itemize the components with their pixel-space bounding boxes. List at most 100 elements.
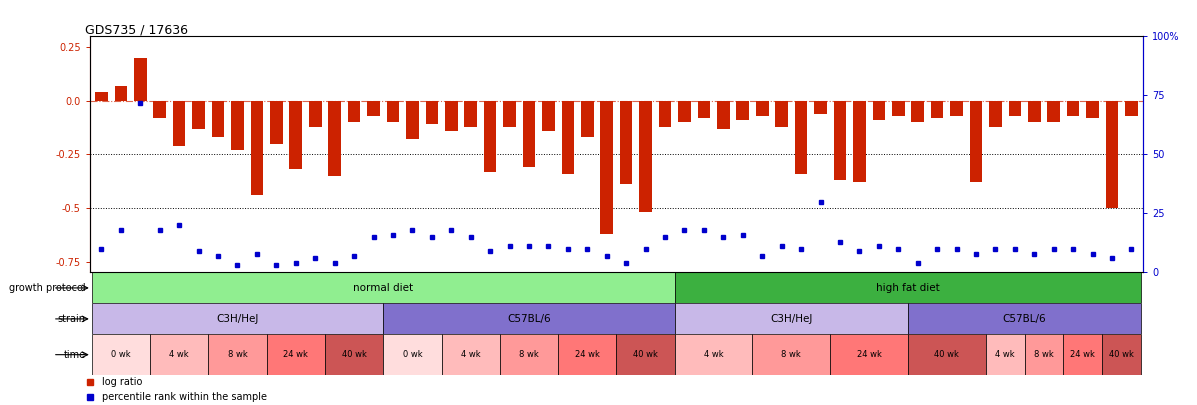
- Bar: [387, 101, 400, 122]
- Bar: [795, 101, 808, 174]
- Bar: [309, 101, 322, 126]
- Bar: [581, 101, 594, 137]
- Text: 8 wk: 8 wk: [782, 350, 801, 359]
- Bar: [873, 101, 885, 120]
- Text: C3H/HeJ: C3H/HeJ: [770, 314, 813, 324]
- Bar: [231, 101, 244, 150]
- Bar: [271, 101, 282, 144]
- Bar: [658, 101, 672, 126]
- Bar: [1087, 101, 1099, 118]
- Bar: [853, 101, 865, 182]
- Bar: [698, 101, 710, 118]
- Bar: [383, 335, 442, 375]
- Text: 8 wk: 8 wk: [519, 350, 539, 359]
- Bar: [115, 86, 127, 101]
- Bar: [442, 335, 500, 375]
- Bar: [1009, 101, 1021, 116]
- Bar: [679, 101, 691, 122]
- Text: log ratio: log ratio: [103, 377, 142, 387]
- Text: C57BL/6: C57BL/6: [1003, 314, 1046, 324]
- Bar: [909, 303, 1141, 335]
- Bar: [989, 101, 1002, 126]
- Bar: [212, 101, 224, 137]
- Text: 24 wk: 24 wk: [284, 350, 308, 359]
- Text: 40 wk: 40 wk: [935, 350, 959, 359]
- Bar: [153, 101, 166, 118]
- Bar: [425, 101, 438, 124]
- Bar: [92, 273, 675, 303]
- Text: 4 wk: 4 wk: [461, 350, 480, 359]
- Text: 24 wk: 24 wk: [857, 350, 881, 359]
- Bar: [985, 335, 1025, 375]
- Bar: [814, 101, 827, 114]
- Bar: [95, 92, 108, 101]
- Bar: [909, 335, 985, 375]
- Bar: [753, 335, 831, 375]
- Bar: [950, 101, 962, 116]
- Bar: [367, 101, 379, 116]
- Text: 40 wk: 40 wk: [633, 350, 658, 359]
- Bar: [675, 335, 753, 375]
- Bar: [675, 273, 1141, 303]
- Bar: [134, 58, 146, 101]
- Bar: [1102, 335, 1141, 375]
- Bar: [1028, 101, 1040, 122]
- Text: normal diet: normal diet: [353, 283, 413, 293]
- Text: 4 wk: 4 wk: [996, 350, 1015, 359]
- Text: 8 wk: 8 wk: [1034, 350, 1053, 359]
- Text: 4 wk: 4 wk: [704, 350, 723, 359]
- Bar: [348, 101, 360, 122]
- Bar: [970, 101, 983, 182]
- Text: 0 wk: 0 wk: [402, 350, 423, 359]
- Text: 24 wk: 24 wk: [575, 350, 600, 359]
- Text: C3H/HeJ: C3H/HeJ: [217, 314, 259, 324]
- Text: 24 wk: 24 wk: [1070, 350, 1095, 359]
- Bar: [931, 101, 943, 118]
- Text: percentile rank within the sample: percentile rank within the sample: [103, 392, 267, 403]
- Text: 40 wk: 40 wk: [341, 350, 366, 359]
- Bar: [639, 101, 652, 212]
- Bar: [736, 101, 749, 120]
- Bar: [406, 101, 419, 139]
- Bar: [616, 335, 675, 375]
- Bar: [558, 335, 616, 375]
- Bar: [833, 101, 846, 180]
- Bar: [172, 101, 186, 146]
- Text: high fat diet: high fat diet: [876, 283, 940, 293]
- Bar: [92, 303, 383, 335]
- Bar: [150, 335, 208, 375]
- Bar: [500, 335, 558, 375]
- Text: GDS735 / 17636: GDS735 / 17636: [85, 23, 188, 36]
- Bar: [1025, 335, 1063, 375]
- Text: 8 wk: 8 wk: [227, 350, 248, 359]
- Bar: [383, 303, 675, 335]
- Bar: [831, 335, 909, 375]
- Bar: [911, 101, 924, 122]
- Bar: [1067, 101, 1080, 116]
- Bar: [523, 101, 535, 167]
- Bar: [193, 101, 205, 129]
- Bar: [464, 101, 478, 126]
- Bar: [561, 101, 575, 174]
- Bar: [290, 101, 302, 169]
- Bar: [503, 101, 516, 126]
- Bar: [1125, 101, 1138, 116]
- Bar: [208, 335, 267, 375]
- Bar: [1047, 101, 1061, 122]
- Text: 0 wk: 0 wk: [111, 350, 130, 359]
- Text: C57BL/6: C57BL/6: [508, 314, 551, 324]
- Bar: [250, 101, 263, 195]
- Bar: [1106, 101, 1118, 208]
- Bar: [620, 101, 632, 185]
- Text: 4 wk: 4 wk: [169, 350, 189, 359]
- Bar: [1063, 335, 1102, 375]
- Bar: [717, 101, 730, 129]
- Bar: [445, 101, 457, 131]
- Bar: [542, 101, 554, 131]
- Bar: [267, 335, 324, 375]
- Bar: [328, 101, 341, 176]
- Bar: [601, 101, 613, 234]
- Bar: [892, 101, 905, 116]
- Bar: [484, 101, 497, 172]
- Bar: [675, 303, 909, 335]
